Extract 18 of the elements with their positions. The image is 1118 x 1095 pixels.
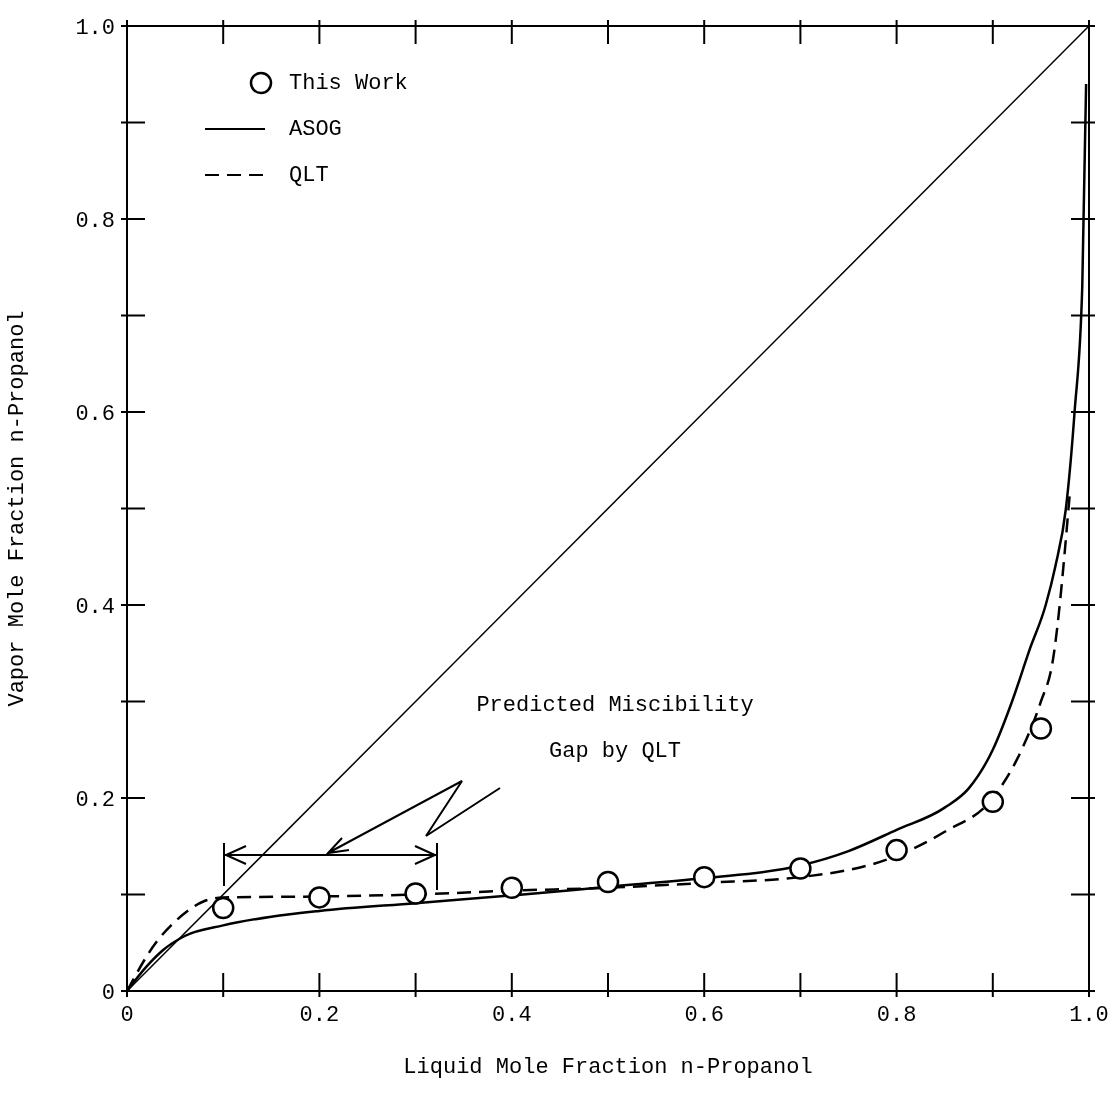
x-tick-label: 0.4 [492, 1002, 532, 1028]
y-tick-label: 0.6 [75, 401, 115, 427]
legend-label: QLT [289, 162, 329, 188]
y-tick-label: 0.4 [75, 594, 115, 620]
x-tick-label: 1.0 [1069, 1002, 1109, 1028]
x-tick-label: 0.2 [299, 1002, 340, 1028]
x-tick-label: 0.8 [876, 1002, 917, 1028]
annotation: Predicted Miscibility Gap by QLT [475, 692, 755, 766]
y-tick-label: 1.0 [75, 15, 115, 41]
x-axis-title: Liquid Mole Fraction n-Propanol [403, 1055, 813, 1080]
y-tick-label: 0 [101, 980, 115, 1006]
y-tick-label: 0.2 [75, 787, 115, 813]
y-axis-title: Vapor Mole Fraction n-Propanol [4, 310, 30, 707]
y-tick-label: 0.8 [75, 208, 115, 234]
legend-label: ASOG [289, 116, 342, 142]
legend-label: This Work [289, 70, 408, 96]
x-tick-label: 0.6 [684, 1002, 724, 1028]
x-tick-label: 0 [120, 1002, 134, 1028]
